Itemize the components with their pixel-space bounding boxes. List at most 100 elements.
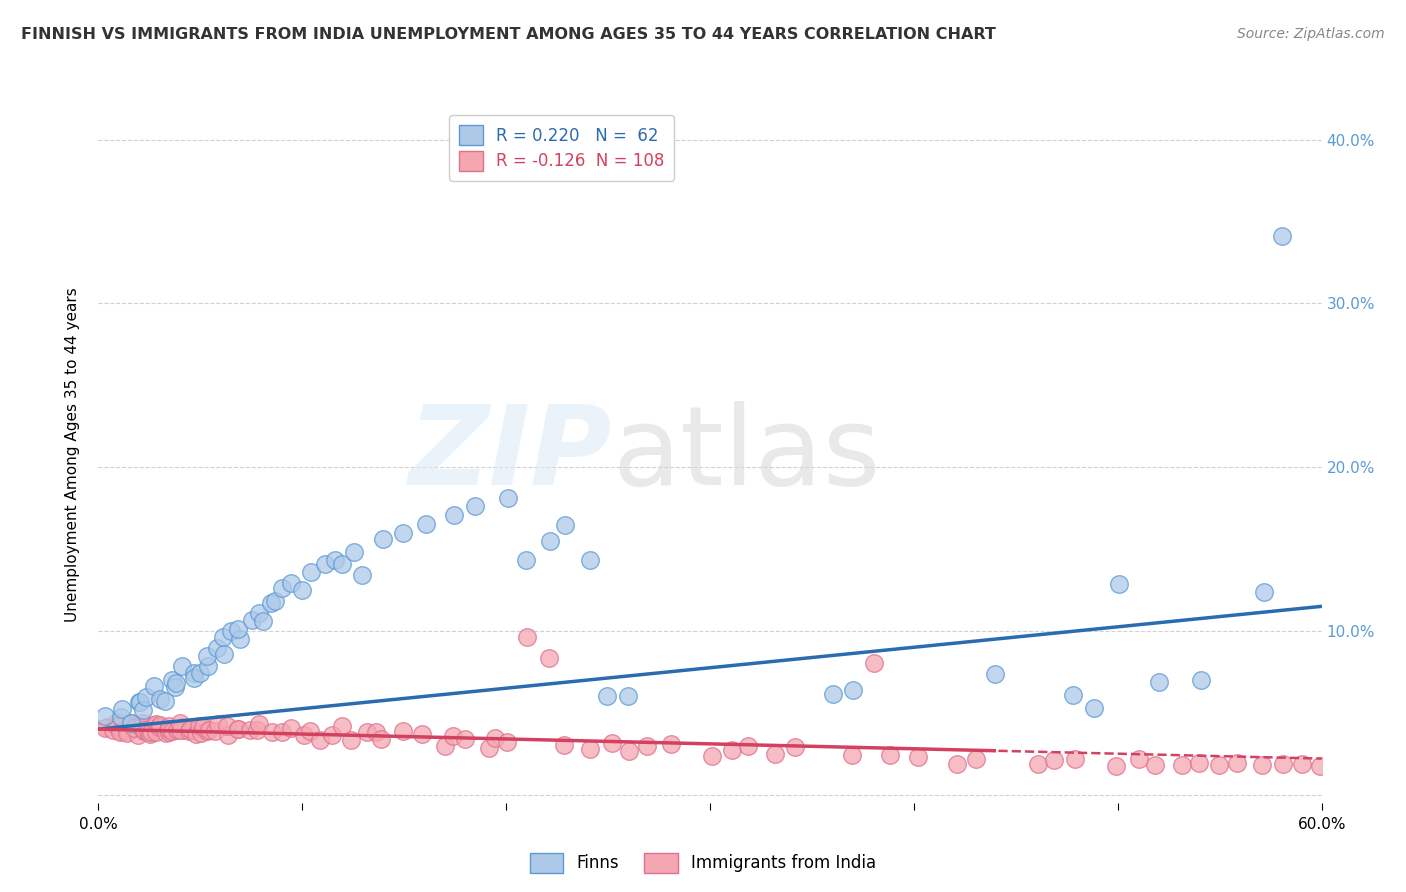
Point bbox=[484, 731, 506, 745]
Point bbox=[464, 499, 486, 513]
Point bbox=[356, 725, 378, 739]
Point bbox=[180, 723, 202, 738]
Point bbox=[1253, 585, 1275, 599]
Point bbox=[247, 717, 270, 731]
Point bbox=[271, 724, 294, 739]
Point bbox=[211, 630, 233, 644]
Point bbox=[984, 667, 1007, 681]
Point bbox=[179, 722, 201, 736]
Point bbox=[226, 622, 249, 636]
Text: atlas: atlas bbox=[612, 401, 880, 508]
Point bbox=[204, 724, 226, 739]
Point bbox=[105, 714, 128, 729]
Point bbox=[496, 491, 519, 506]
Point bbox=[115, 726, 138, 740]
Point bbox=[173, 723, 195, 737]
Point bbox=[1271, 229, 1294, 244]
Point bbox=[111, 702, 134, 716]
Point bbox=[1309, 759, 1331, 773]
Point bbox=[554, 517, 576, 532]
Point bbox=[309, 733, 332, 747]
Point bbox=[298, 724, 321, 739]
Point bbox=[879, 747, 901, 762]
Point bbox=[94, 708, 117, 723]
Point bbox=[1064, 752, 1087, 766]
Point bbox=[120, 716, 142, 731]
Point bbox=[94, 721, 117, 735]
Point bbox=[841, 748, 863, 763]
Point bbox=[1188, 756, 1211, 771]
Point bbox=[323, 552, 346, 566]
Point bbox=[141, 725, 163, 739]
Point bbox=[162, 673, 184, 688]
Point bbox=[415, 516, 437, 531]
Point bbox=[299, 565, 322, 579]
Point bbox=[170, 720, 193, 734]
Point bbox=[157, 724, 180, 739]
Point bbox=[191, 720, 214, 734]
Point bbox=[188, 666, 211, 681]
Point bbox=[763, 747, 786, 761]
Text: ZIP: ZIP bbox=[409, 401, 612, 508]
Y-axis label: Unemployment Among Ages 35 to 44 years: Unemployment Among Ages 35 to 44 years bbox=[65, 287, 80, 623]
Point bbox=[343, 545, 366, 559]
Point bbox=[392, 526, 415, 541]
Point bbox=[553, 738, 575, 752]
Point bbox=[823, 687, 845, 701]
Point bbox=[321, 728, 343, 742]
Point bbox=[619, 744, 641, 758]
Point bbox=[148, 691, 170, 706]
Point bbox=[373, 532, 395, 546]
Point bbox=[700, 749, 723, 764]
Point bbox=[145, 717, 167, 731]
Point bbox=[110, 710, 132, 724]
Point bbox=[169, 723, 191, 738]
Point bbox=[842, 683, 865, 698]
Point bbox=[1147, 674, 1170, 689]
Point bbox=[1189, 673, 1212, 687]
Point bbox=[1108, 577, 1130, 591]
Point bbox=[516, 630, 538, 644]
Text: FINNISH VS IMMIGRANTS FROM INDIA UNEMPLOYMENT AMONG AGES 35 TO 44 YEARS CORRELAT: FINNISH VS IMMIGRANTS FROM INDIA UNEMPLO… bbox=[21, 27, 995, 42]
Point bbox=[108, 724, 131, 739]
Point bbox=[330, 719, 353, 733]
Point bbox=[366, 724, 388, 739]
Point bbox=[148, 720, 170, 734]
Point bbox=[169, 716, 191, 731]
Point bbox=[120, 715, 142, 730]
Point bbox=[1171, 758, 1194, 772]
Point bbox=[217, 728, 239, 742]
Point bbox=[1028, 757, 1050, 772]
Point bbox=[186, 727, 208, 741]
Point bbox=[392, 723, 415, 738]
Point bbox=[515, 553, 537, 567]
Point bbox=[636, 739, 658, 754]
Point bbox=[720, 743, 742, 757]
Point bbox=[737, 739, 759, 753]
Point bbox=[443, 508, 465, 522]
Point bbox=[129, 720, 152, 734]
Point bbox=[537, 651, 560, 665]
Point bbox=[131, 715, 153, 730]
Point bbox=[172, 659, 194, 673]
Point bbox=[149, 718, 172, 732]
Point bbox=[659, 737, 682, 751]
Point bbox=[128, 694, 150, 708]
Point bbox=[190, 726, 212, 740]
Point bbox=[350, 567, 373, 582]
Point bbox=[1226, 756, 1249, 770]
Point bbox=[188, 719, 211, 733]
Point bbox=[578, 553, 600, 567]
Point bbox=[132, 723, 155, 737]
Point bbox=[496, 735, 519, 749]
Point bbox=[166, 723, 188, 737]
Point bbox=[221, 624, 243, 638]
Point bbox=[139, 726, 162, 740]
Point bbox=[785, 739, 807, 754]
Point bbox=[132, 722, 155, 736]
Point bbox=[132, 704, 155, 718]
Point bbox=[124, 721, 146, 735]
Point bbox=[207, 640, 229, 655]
Point bbox=[183, 665, 205, 680]
Point bbox=[142, 679, 165, 693]
